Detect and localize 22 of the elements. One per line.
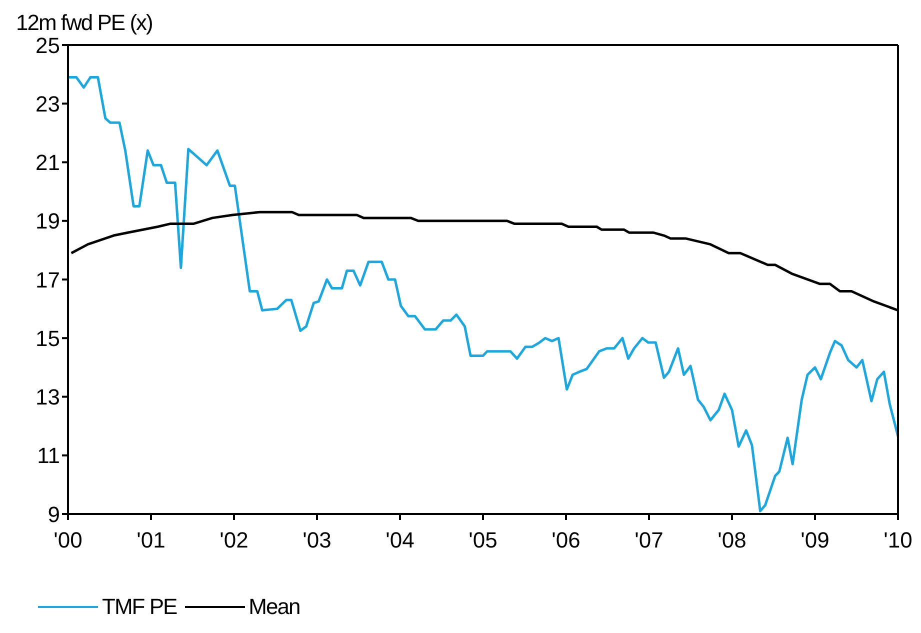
x-tick-label: '09	[800, 528, 830, 553]
x-tick-label: '08	[718, 528, 746, 553]
y-tick-label: 13	[36, 384, 60, 410]
x-tick-label: '05	[468, 528, 498, 553]
x-tick-label: '01	[136, 528, 166, 553]
y-tick-label: 19	[36, 208, 60, 234]
x-tick-label: '06	[552, 528, 580, 553]
y-tick-label: 9	[48, 502, 60, 527]
x-tick-label: '00	[54, 528, 82, 553]
x-tick-label: '07	[634, 528, 664, 553]
x-tick-label: '03	[302, 528, 332, 553]
y-tick-label: 21	[36, 150, 60, 176]
x-tick-label: '02	[220, 528, 248, 553]
y-tick-label: 23	[36, 91, 60, 116]
legend-label: Mean	[248, 594, 300, 620]
y-tick-label: 15	[36, 326, 60, 351]
y-tick-label: 17	[36, 267, 60, 292]
x-tick-label: '04	[386, 528, 414, 553]
y-tick-label: 11	[37, 443, 60, 468]
legend-label: TMF PE	[102, 594, 177, 620]
x-tick-label: '10	[884, 528, 912, 553]
line-series	[68, 76, 898, 512]
